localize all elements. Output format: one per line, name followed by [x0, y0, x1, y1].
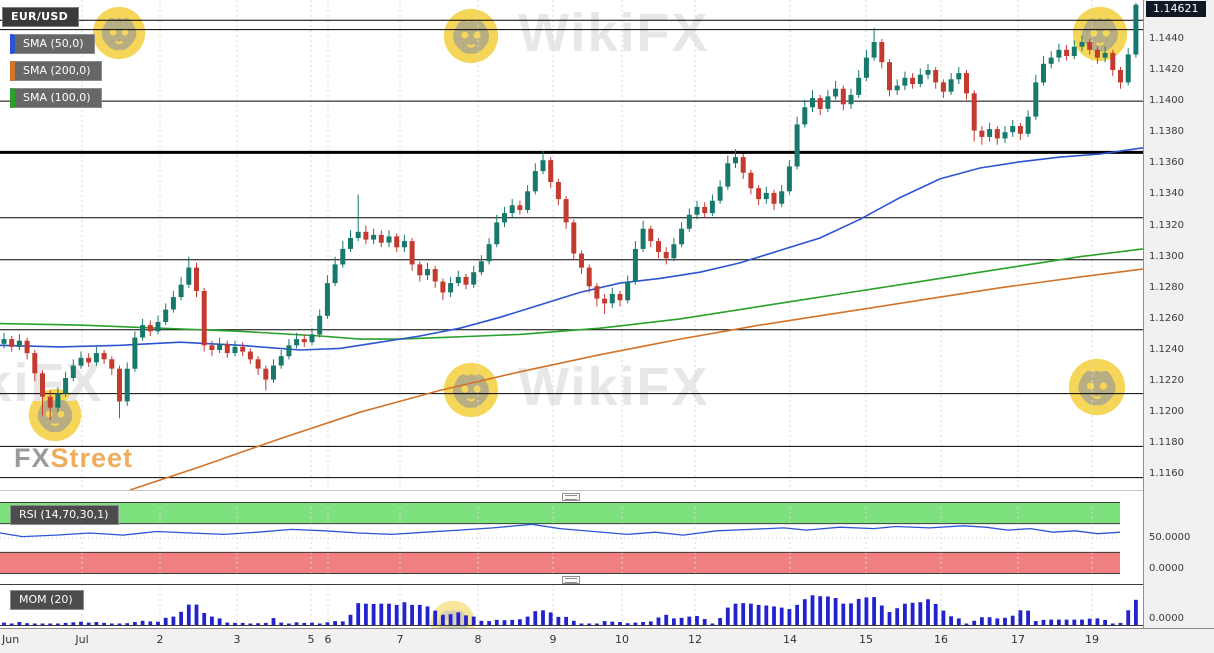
time-axis-label: 6 [324, 633, 332, 646]
time-axis-label: 3 [233, 633, 241, 646]
momentum-panel-canvas[interactable] [0, 584, 1143, 628]
time-axis[interactable]: Jun Jul 2 3 5 6 7 8 9 10 12 14 15 16 17 19 [0, 628, 1214, 653]
rsi-svg [0, 502, 1121, 574]
separator-handle-icon[interactable] [562, 576, 580, 584]
sma50-legend-badge: SMA (50,0) [10, 34, 95, 54]
price-axis-label: 1.1340 [1149, 188, 1184, 199]
indicator-axis-label: 50.0000 [1149, 532, 1191, 543]
sma200-legend-badge: SMA (200,0) [10, 61, 102, 81]
time-axis-label: 15 [859, 633, 873, 646]
momentum-label-badge: MOM (20) [10, 590, 84, 610]
price-axis[interactable]: 1.14621 1.1440 1.1420 1.1400 1.1380 1.1360 1.… [1143, 0, 1214, 628]
price-axis-label: 1.1240 [1149, 344, 1184, 355]
price-axis-label: 1.1360 [1149, 157, 1184, 168]
price-axis-label: 1.1200 [1149, 406, 1184, 417]
symbol-badge: EUR/USD [2, 7, 80, 27]
price-axis-label: 1.1320 [1149, 220, 1184, 231]
price-axis-label: 1.1280 [1149, 282, 1184, 293]
wikifx-panda-logo-watermark [28, 388, 82, 446]
wikifx-panda-logo-watermark [1068, 358, 1126, 420]
price-axis-label: 1.1400 [1149, 95, 1184, 106]
time-axis-label: 2 [156, 633, 164, 646]
price-axis-label: 1.1260 [1149, 313, 1184, 324]
price-axis-label: 1.1180 [1149, 437, 1184, 448]
time-axis-label: 8 [474, 633, 482, 646]
rsi-panel-canvas[interactable] [0, 502, 1143, 574]
candles-svg [0, 0, 1143, 490]
separator-handle-icon[interactable] [562, 493, 580, 501]
panel-separator[interactable] [0, 490, 1143, 502]
time-axis-label: 12 [688, 633, 702, 646]
wikifx-text-watermark: WikiFX [518, 357, 710, 417]
price-axis-label: 1.1420 [1149, 64, 1184, 75]
momentum-svg [0, 584, 1143, 628]
fxstreet-logo-street: Street [50, 443, 134, 473]
panel-separator[interactable] [0, 574, 1143, 584]
fxstreet-logo-fx: FX [14, 443, 51, 473]
price-axis-label: 1.1300 [1149, 251, 1184, 262]
current-price-badge: 1.14621 [1146, 1, 1206, 17]
wikifx-panda-logo-watermark [443, 8, 499, 68]
time-axis-label: 17 [1011, 633, 1025, 646]
wikifx-panda-logo-watermark [443, 362, 499, 422]
indicator-axis-label: 0.0000 [1149, 613, 1184, 624]
rsi-label-badge: RSI (14,70,30,1) [10, 505, 120, 525]
price-axis-label: 1.1220 [1149, 375, 1184, 386]
price-axis-label: 1.1440 [1149, 33, 1184, 44]
time-axis-label: 7 [396, 633, 404, 646]
time-axis-label: 9 [549, 633, 557, 646]
time-axis-label: 16 [934, 633, 948, 646]
price-axis-label: 1.1160 [1149, 468, 1184, 479]
sma100-legend-badge: SMA (100,0) [10, 88, 102, 108]
time-axis-label: 19 [1085, 633, 1099, 646]
price-chart-canvas[interactable] [0, 0, 1143, 490]
time-axis-label: 5 [307, 633, 315, 646]
wikifx-text-watermark: WikiFX [518, 3, 710, 63]
time-axis-label: 14 [783, 633, 797, 646]
indicator-axis-label: 0.0000 [1149, 563, 1184, 574]
time-axis-label: 10 [615, 633, 629, 646]
price-axis-label: 1.1380 [1149, 126, 1184, 137]
time-axis-label: Jul [75, 633, 89, 646]
fxstreet-logo: FXStreet [14, 443, 133, 474]
time-axis-label: Jun [2, 633, 20, 646]
